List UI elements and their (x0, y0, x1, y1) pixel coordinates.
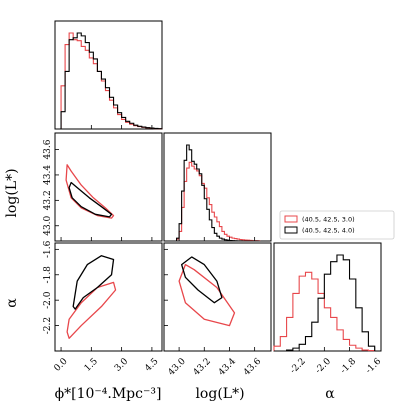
y-tick-label-logL-0: 43.0 (43, 215, 53, 235)
x-tick-label-phi-1: 1.5 (83, 356, 100, 373)
contour-logL_alpha-2 (180, 256, 223, 304)
hist-series-phi-2 (60, 32, 163, 130)
y-tick-label-logL-2: 43.4 (43, 165, 53, 185)
x-tick-label-logL-0: 43.0 (167, 356, 188, 377)
x-tick-label-alpha-1: -2.0 (314, 356, 334, 376)
y-tick-label-logL-3: 43.6 (43, 139, 53, 159)
panel-phi-vs-alpha: 0.0 1.5 3.0 4.5 -2.2 -2.0 -1.8 -1.6 (43, 240, 163, 374)
y-axis-label-logL: log(L*) (4, 168, 20, 217)
legend-swatch-2 (284, 226, 298, 234)
panel-frame-phi (54, 20, 163, 130)
hist-series-logL-2 (176, 144, 260, 242)
panel-frame-phi-logL (54, 132, 163, 242)
x-tick-label-logL-1: 43.2 (192, 357, 213, 378)
y-tick-label-alpha-3: -1.6 (43, 240, 53, 258)
hist-series-alpha-2 (274, 254, 376, 352)
contour-phi_logL-2 (68, 181, 113, 218)
x-tick-label-phi-3: 4.5 (143, 356, 160, 373)
panel-frame-logL-alpha (163, 242, 272, 352)
x-tick-label-phi-0: 0.0 (53, 356, 70, 373)
hist-series-phi-1 (60, 32, 163, 130)
panel-hist-alpha: -2.2 -2.0 -1.8 -1.6 (273, 242, 384, 376)
contour-phi_logL-1 (65, 164, 115, 219)
legend-swatch-1 (284, 215, 298, 223)
hist-series-logL-1 (176, 161, 261, 242)
panel-hist-phi (54, 20, 163, 130)
x-tick-label-alpha-0: -2.2 (288, 357, 307, 376)
x-tick-label-logL-3: 43.6 (242, 356, 263, 377)
y-tick-label-logL-1: 43.2 (43, 190, 53, 210)
panel-frame-alpha (273, 242, 382, 352)
x-axis-label-alpha: α (325, 386, 335, 402)
panel-logL-vs-alpha: 43.0 43.2 43.4 43.6 (163, 242, 272, 378)
y-axis-label-alpha: α (4, 298, 20, 308)
y-tick-label-alpha-0: -2.2 (43, 317, 53, 334)
panel-frame-phi-alpha (54, 242, 163, 352)
y-tick-label-alpha-2: -1.8 (43, 266, 53, 284)
panel-phi-vs-logL: 43.0 43.2 43.4 43.6 (43, 132, 163, 242)
x-axis-label-phi: ϕ*[10⁻⁴.Mpc⁻³] (55, 386, 162, 402)
hist-series-alpha-1 (273, 271, 376, 352)
legend-label-1: (40.5, 42.5, 3.0) (302, 216, 355, 224)
legend-frame (279, 210, 395, 240)
y-tick-label-alpha-1: -2.0 (43, 291, 53, 309)
panel-frame-logL (163, 132, 272, 242)
x-tick-label-alpha-3: -1.6 (364, 356, 384, 376)
x-tick-label-logL-2: 43.4 (217, 356, 238, 377)
x-tick-label-alpha-2: -1.8 (339, 356, 359, 376)
legend-label-2: (40.5, 42.5, 4.0) (302, 227, 355, 235)
panel-hist-logL (163, 132, 272, 242)
x-tick-label-phi-2: 3.0 (113, 356, 130, 373)
contour-logL_alpha-1 (178, 263, 236, 327)
legend: (40.5, 42.5, 3.0) (40.5, 42.5, 4.0) (279, 210, 395, 240)
x-axis-label-logL: log(L*) (195, 386, 244, 402)
contour-phi_alpha-2 (72, 255, 115, 310)
contour-phi_alpha-1 (66, 281, 117, 339)
